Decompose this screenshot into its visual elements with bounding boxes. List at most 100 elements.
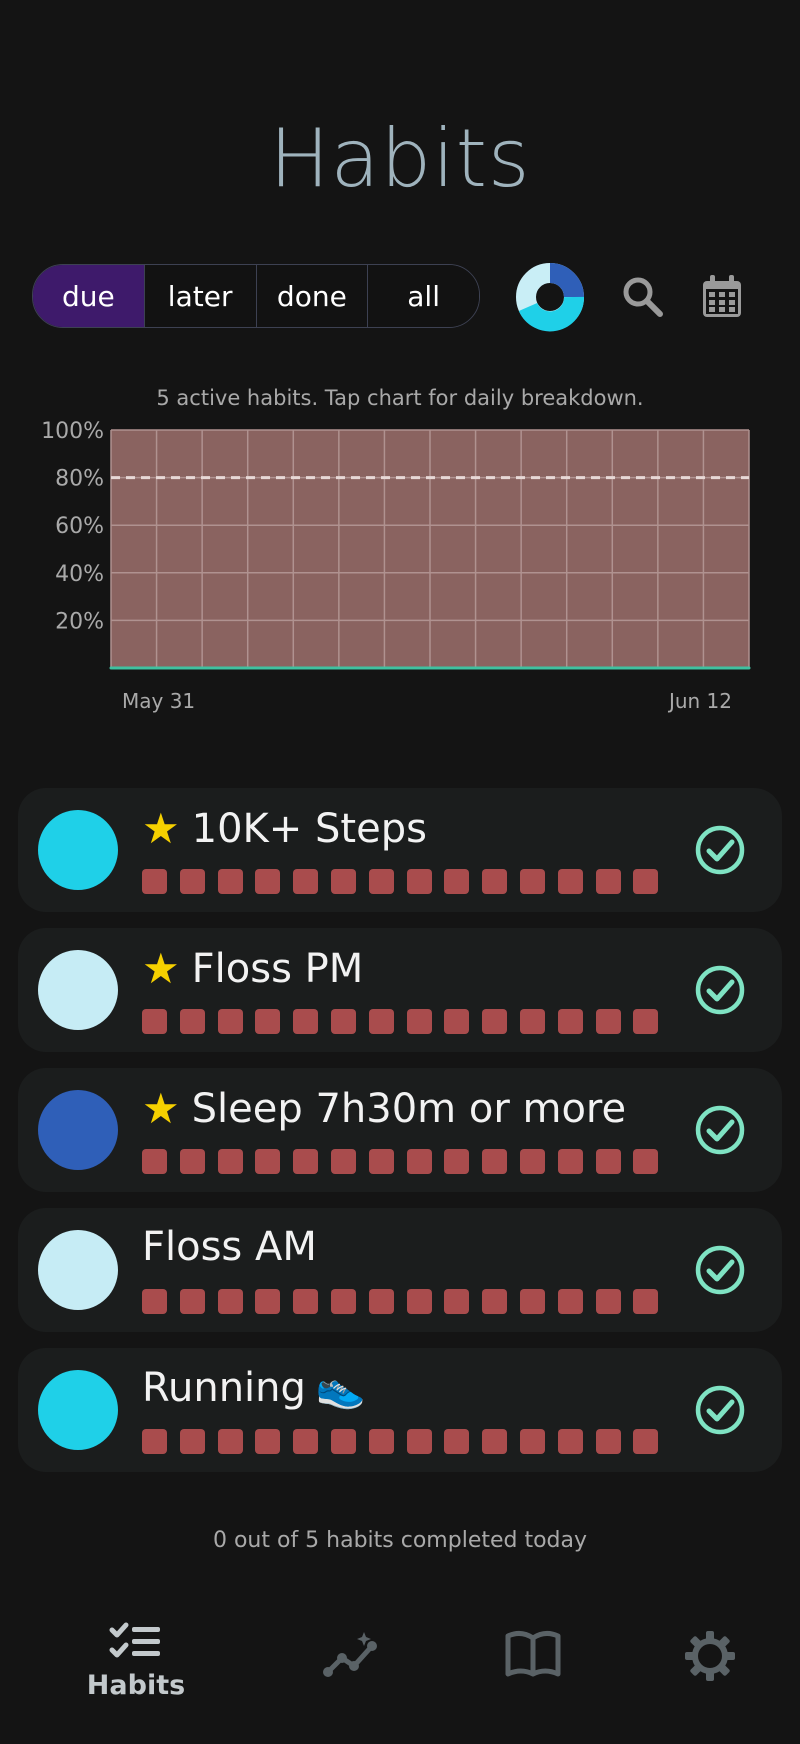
habit-history xyxy=(142,1149,671,1174)
habit-color-dot[interactable] xyxy=(38,1230,118,1310)
habit-name: Floss AM xyxy=(142,1224,317,1270)
day-box xyxy=(557,1149,583,1174)
day-box xyxy=(293,1429,319,1454)
day-box xyxy=(368,1009,394,1034)
day-box xyxy=(482,1009,508,1034)
day-box xyxy=(142,1429,167,1454)
habit-card[interactable]: ★ Floss PM xyxy=(18,928,782,1052)
day-box xyxy=(142,1149,167,1174)
chart-data-point xyxy=(256,666,260,670)
chart-data-point xyxy=(207,666,211,670)
chart-data-point xyxy=(158,666,162,670)
filter-due[interactable]: due xyxy=(33,265,145,327)
day-box xyxy=(633,1009,659,1034)
book-icon xyxy=(505,1630,561,1677)
habit-history xyxy=(142,1009,671,1034)
check-icon[interactable] xyxy=(694,824,746,876)
day-box xyxy=(595,1009,621,1034)
habit-title: Running 👟 xyxy=(142,1364,366,1412)
habit-color-dot[interactable] xyxy=(38,950,118,1030)
day-box xyxy=(293,1149,319,1174)
chart-data-point xyxy=(403,666,407,670)
habit-card[interactable]: Floss AM xyxy=(18,1208,782,1332)
calendar-icon[interactable] xyxy=(696,270,748,324)
progress-donut-icon[interactable] xyxy=(514,261,586,333)
search-icon[interactable] xyxy=(618,272,668,322)
day-box xyxy=(179,1289,205,1314)
chart-data-point xyxy=(453,666,457,670)
nav-insights[interactable] xyxy=(322,1630,384,1680)
day-box xyxy=(482,1289,508,1314)
habit-name: Running xyxy=(142,1364,306,1411)
day-box xyxy=(519,1149,545,1174)
habit-title: Floss AM xyxy=(142,1224,317,1270)
day-box xyxy=(217,1289,243,1314)
x-axis-start-label: May 31 xyxy=(122,689,195,713)
gear-icon xyxy=(685,1631,735,1681)
day-box xyxy=(406,1429,432,1454)
y-tick-label: 80% xyxy=(55,467,104,492)
chart-caption: 5 active habits. Tap chart for daily bre… xyxy=(156,386,644,410)
shoe-icon: 👟 xyxy=(315,1365,366,1411)
chart-data-point xyxy=(109,666,113,670)
habit-color-dot[interactable] xyxy=(38,810,118,890)
nav-habits-label: Habits xyxy=(86,1670,186,1701)
nav-journal[interactable] xyxy=(504,1630,562,1678)
day-box xyxy=(633,1429,659,1454)
habit-color-dot[interactable] xyxy=(38,1090,118,1170)
check-icon[interactable] xyxy=(694,964,746,1016)
chart-data-point xyxy=(305,666,309,670)
y-tick-label: 20% xyxy=(55,609,104,634)
check-icon[interactable] xyxy=(694,1244,746,1296)
day-box xyxy=(217,869,243,894)
day-box xyxy=(330,869,356,894)
habit-card[interactable]: ★ 10K+ Steps xyxy=(18,788,782,912)
day-box xyxy=(330,1429,356,1454)
day-box xyxy=(368,869,394,894)
check-icon[interactable] xyxy=(694,1104,746,1156)
day-box xyxy=(595,1289,621,1314)
day-box xyxy=(557,869,583,894)
completion-chart[interactable]: 100% 80% 60% 40% 20% May 31 Jun 12 xyxy=(0,410,800,720)
insights-icon xyxy=(323,1632,377,1677)
filter-all[interactable]: all xyxy=(368,265,479,327)
chart-data-point xyxy=(354,666,358,670)
star-icon: ★ xyxy=(142,944,180,993)
day-box xyxy=(633,869,659,894)
day-box xyxy=(179,1429,205,1454)
nav-habits[interactable]: Habits xyxy=(86,1620,186,1701)
day-box xyxy=(482,869,508,894)
day-box xyxy=(519,1009,545,1034)
page-title: Habits xyxy=(269,112,531,205)
habit-title: ★ 10K+ Steps xyxy=(142,804,427,853)
habit-name: 10K+ Steps xyxy=(191,805,427,852)
day-box xyxy=(519,869,545,894)
day-box xyxy=(519,1289,545,1314)
day-box xyxy=(368,1429,394,1454)
day-box xyxy=(595,869,621,894)
day-box xyxy=(217,1009,243,1034)
chart-data-point xyxy=(502,666,506,670)
chart-data-point xyxy=(747,666,751,670)
habit-history xyxy=(142,1429,671,1454)
check-icon[interactable] xyxy=(694,1384,746,1436)
habit-history xyxy=(142,1289,671,1314)
nav-settings[interactable] xyxy=(684,1630,736,1682)
day-box xyxy=(255,869,281,894)
day-box xyxy=(633,1289,659,1314)
habit-history xyxy=(142,869,671,894)
habit-title: ★ Sleep 7h30m or more xyxy=(142,1084,626,1133)
day-box xyxy=(142,869,167,894)
habit-color-dot[interactable] xyxy=(38,1370,118,1450)
day-box xyxy=(217,1429,243,1454)
habit-title: ★ Floss PM xyxy=(142,944,363,993)
day-box xyxy=(255,1429,281,1454)
day-box xyxy=(557,1289,583,1314)
filter-later[interactable]: later xyxy=(144,265,257,327)
filter-done[interactable]: done xyxy=(256,265,369,327)
day-box xyxy=(482,1149,508,1174)
habit-card[interactable]: ★ Sleep 7h30m or more xyxy=(18,1068,782,1192)
filter-segmented-control: due later done all xyxy=(32,264,480,328)
habit-card[interactable]: Running 👟 xyxy=(18,1348,782,1472)
chart-data-point xyxy=(551,666,555,670)
